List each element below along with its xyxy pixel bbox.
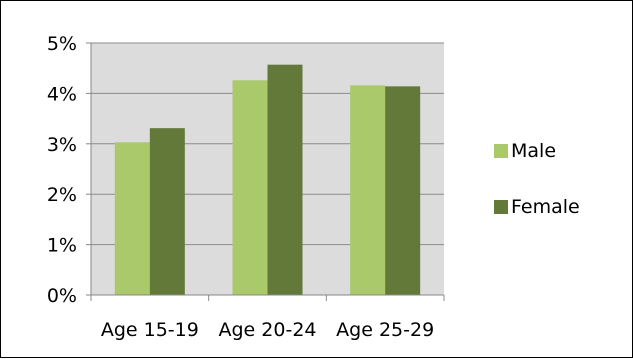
bar-female-2 bbox=[267, 64, 303, 295]
x-tick-labels: Age 15-19 Age 20-24 Age 25-29 bbox=[101, 319, 434, 341]
bar-male-2 bbox=[232, 80, 268, 296]
bar-male-3 bbox=[350, 85, 386, 295]
legend-label-female: Female bbox=[511, 196, 580, 218]
legend-swatch-male bbox=[494, 144, 508, 158]
legend: Male Female bbox=[494, 140, 580, 218]
y-tick-label: 5% bbox=[47, 33, 77, 55]
y-tick-label: 3% bbox=[47, 134, 77, 156]
y-tick-label: 2% bbox=[47, 184, 77, 206]
legend-swatch-female bbox=[494, 200, 508, 214]
axes bbox=[86, 42, 445, 301]
y-tick-label: 0% bbox=[47, 285, 77, 307]
legend-label-male: Male bbox=[511, 140, 556, 162]
y-tick-label: 4% bbox=[47, 83, 77, 105]
bar-male-1 bbox=[114, 142, 150, 295]
x-tick-label: Age 25-29 bbox=[336, 319, 434, 341]
bar-female-3 bbox=[385, 86, 421, 296]
x-tick-label: Age 15-19 bbox=[101, 319, 199, 341]
bar-female-1 bbox=[149, 128, 185, 295]
y-tick-labels: 0% 1% 2% 3% 4% 5% bbox=[47, 33, 77, 307]
y-tick-label: 1% bbox=[47, 235, 77, 257]
bars bbox=[114, 64, 421, 296]
x-tick-label: Age 20-24 bbox=[219, 319, 317, 341]
